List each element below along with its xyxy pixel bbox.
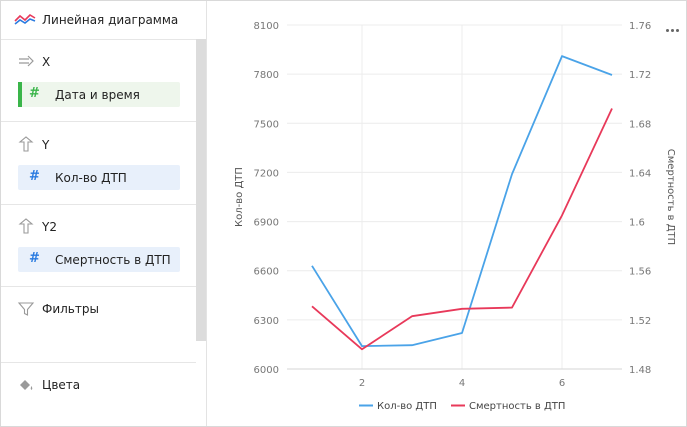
- hash-icon: #: [29, 169, 40, 184]
- more-options-icon[interactable]: [666, 17, 682, 32]
- field-chip-x[interactable]: # Дата и время: [18, 82, 180, 107]
- field-chip-y[interactable]: # Кол-во ДТП: [18, 165, 180, 190]
- sidebar-scrollbar[interactable]: [196, 39, 206, 341]
- legend-item: Смертность в ДТП: [469, 401, 565, 412]
- hash-icon: #: [29, 251, 40, 266]
- arrow-right-icon: [19, 55, 34, 67]
- filter-icon: [17, 302, 35, 316]
- x-tick-label: 4: [459, 378, 465, 389]
- divider: [1, 204, 196, 205]
- section-label-colors: Цвета: [42, 378, 81, 392]
- y-tick-label: 7800: [254, 70, 279, 81]
- divider: [1, 121, 196, 122]
- section-label-y: Y: [42, 138, 50, 152]
- section-label-filters: Фильтры: [42, 302, 99, 316]
- y2-tick-label: 1.52: [629, 316, 651, 327]
- section-label-x: X: [42, 55, 51, 69]
- chart-type-selector[interactable]: Линейная диаграмма: [1, 1, 196, 40]
- legend-item: Кол-во ДТП: [377, 401, 437, 412]
- y2-tick-label: 1.68: [629, 119, 651, 130]
- y-tick-label: 6900: [254, 218, 279, 229]
- x-tick-label: 6: [559, 378, 565, 389]
- y2-tick-label: 1.6: [629, 218, 645, 229]
- y-tick-label: 6600: [254, 267, 279, 278]
- paint-bucket-icon: [20, 380, 33, 390]
- y-tick-label: 7200: [254, 168, 279, 179]
- y-tick-label: 6000: [254, 365, 279, 376]
- sidebar: Линейная диаграмма X # Дата и время Y # …: [1, 1, 207, 426]
- y2-tick-label: 1.56: [629, 267, 651, 278]
- arrow-up-icon: [18, 218, 34, 234]
- line-chart: 6000 6300 6600 6900 7200 7500 7800 8100 1.48 1.52…: [234, 21, 676, 412]
- y2-tick-label: 1.76: [629, 21, 651, 32]
- field-chip-label: Смертность в ДТП: [55, 253, 171, 267]
- field-chip-label: Дата и время: [55, 88, 140, 102]
- divider: [1, 362, 196, 363]
- chart-area: 6000 6300 6600 6900 7200 7500 7800 8100 1.48 1.52…: [207, 1, 686, 426]
- divider: [1, 286, 196, 287]
- y-tick-label: 7500: [254, 119, 279, 130]
- field-chip-y2[interactable]: # Смертность в ДТП: [18, 247, 180, 272]
- arrow-up-icon: [18, 136, 34, 152]
- y-tick-label: 6300: [254, 316, 279, 327]
- x-tick-label: 2: [359, 378, 365, 389]
- y2-tick-label: 1.72: [629, 70, 651, 81]
- y2-tick-label: 1.64: [629, 168, 651, 179]
- section-label-y2: Y2: [42, 220, 57, 234]
- chart-type-title: Линейная диаграмма: [42, 13, 179, 27]
- y2-axis-label: Смертность в ДТП: [665, 149, 676, 245]
- series-line-1: [311, 55, 613, 348]
- series-line-2: [311, 108, 613, 351]
- hash-icon: #: [29, 86, 40, 101]
- y-tick-label: 8100: [254, 21, 279, 32]
- line-chart-icon: [14, 13, 36, 25]
- y2-tick-label: 1.48: [629, 365, 651, 376]
- y-axis-label: Кол-во ДТП: [234, 167, 245, 227]
- field-chip-label: Кол-во ДТП: [55, 171, 127, 185]
